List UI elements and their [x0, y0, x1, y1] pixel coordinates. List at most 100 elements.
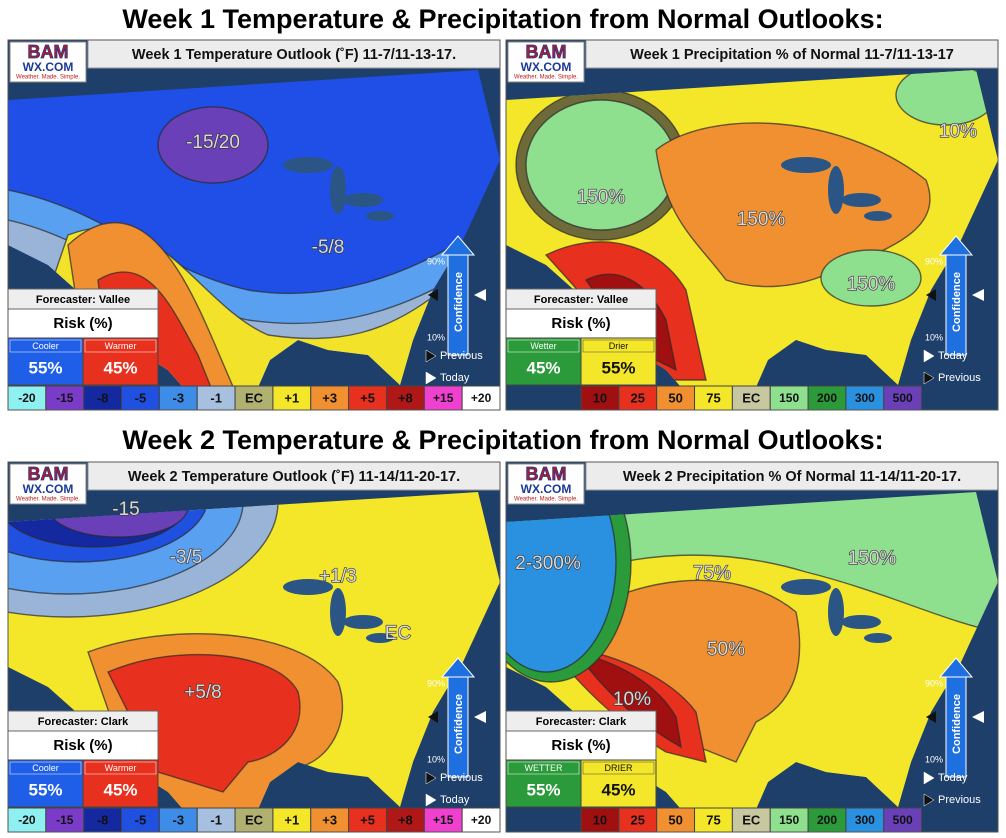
scale-cell [883, 385, 923, 411]
risk-option-value: 45% [526, 358, 560, 377]
header-bar [87, 39, 501, 69]
scale-label: -1 [210, 812, 222, 827]
scale-label: +1 [284, 390, 299, 405]
lake [330, 588, 346, 636]
scale-label: 50 [668, 812, 682, 827]
confidence-arrow [440, 657, 476, 678]
marker-label: Today [440, 794, 470, 806]
confidence-marker [926, 711, 936, 723]
risk-option-label: DRIER [604, 763, 633, 773]
scale-label: 200 [817, 391, 837, 405]
scale-label: -5 [135, 390, 147, 405]
lake [828, 166, 844, 214]
lake [343, 615, 383, 629]
risk-option-label-bg [507, 339, 580, 353]
logo-box [507, 463, 585, 505]
scale-label: +8 [398, 812, 413, 827]
forecaster: Forecaster: Clark [38, 716, 129, 728]
anomaly-region [157, 106, 269, 184]
map-label: 2-300% [515, 553, 581, 574]
header-bar [585, 461, 999, 491]
map-label: -3/5 [170, 547, 203, 568]
forecaster: Forecaster: Vallee [534, 294, 628, 306]
scale-label: -5 [135, 812, 147, 827]
risk-option-value: 45% [103, 780, 137, 799]
lake [343, 193, 383, 207]
risk-title: Risk (%) [551, 737, 610, 754]
scale-label: 75 [706, 390, 720, 405]
confidence-marker [474, 711, 486, 723]
scale-label: EC [742, 390, 761, 405]
risk-option-label-bg [582, 339, 655, 353]
map-label: 150% [737, 209, 786, 230]
marker-label: Previous [938, 794, 981, 806]
panel-border [505, 39, 999, 411]
scale-cell [7, 807, 47, 833]
confidence-arrow [440, 235, 476, 256]
scale-label: -8 [97, 390, 109, 405]
confidence-arrow [938, 235, 974, 256]
scale-cell [83, 385, 123, 411]
confidence-low: 10% [925, 332, 943, 342]
confidence-title: Confidence [951, 694, 963, 754]
scale-cell [580, 385, 620, 411]
lake [366, 211, 394, 221]
scale-cell [121, 385, 160, 411]
outlook-panel: 2-300% 75% 150% 50% 10% Week 2 Precipitation … [505, 461, 999, 833]
logo-brand: BAM [526, 42, 567, 62]
outlook-panel: 150%150%50%150%10%Week 1 Precipitation %… [505, 39, 999, 411]
marker-label: Today [938, 772, 968, 784]
risk-option-label-bg [507, 761, 580, 775]
logo-brand: BAM [28, 42, 69, 62]
risk-title: Risk (%) [53, 737, 112, 754]
lake [864, 633, 892, 643]
map-label: 75% [693, 563, 731, 584]
logo-site: WX.COM [23, 60, 74, 74]
section-title: Week 1 Temperature & Precipitation from … [122, 4, 883, 34]
outlook-panel: -15 -3/5 +1/3 EC +5/8 Week 2 Temperature Outl… [7, 461, 501, 833]
risk-option-label: Wetter [530, 341, 556, 351]
scale-cell [423, 807, 463, 833]
risk-option-label: Drier [609, 341, 629, 351]
scale-cell [45, 807, 85, 833]
map-label: 150% [847, 274, 896, 295]
panel-header: Week 2 Precipitation % Of Normal 11-14/1… [623, 469, 961, 485]
scale-label: 10 [593, 812, 607, 827]
scale-cell [272, 807, 312, 833]
scale-label: 10 [593, 390, 607, 405]
scale-cell [310, 807, 350, 833]
scale-cell [7, 385, 47, 411]
scale-label: EC [245, 390, 264, 405]
risk-option-value: 45% [103, 358, 137, 377]
risk-option-label-bg [582, 761, 655, 775]
risk-option-value: 45% [601, 780, 635, 799]
lake [781, 579, 831, 595]
logo-box [507, 41, 585, 83]
map-label: EC [385, 623, 411, 644]
scale-cell [656, 807, 696, 833]
map-label: +1/3 [319, 566, 357, 587]
logo-tagline: Weather. Made. Simple. [514, 75, 578, 81]
scale-cell [234, 385, 274, 411]
marker-key [425, 793, 437, 807]
logo-site: WX.COM [23, 482, 74, 496]
scale-label: +3 [322, 812, 337, 827]
scale-cell [196, 807, 236, 833]
confidence-arrow [938, 657, 974, 678]
map-label: -15 [112, 499, 139, 520]
risk-option-label: Cooler [32, 763, 59, 773]
scale-cell [385, 385, 425, 411]
risk-title: Risk (%) [53, 315, 112, 332]
marker-key [923, 371, 935, 385]
map-label: +5/8 [184, 682, 222, 703]
scale-label: -15 [56, 813, 74, 827]
panel-header: Week 2 Temperature Outlook (˚F) 11-14/11… [128, 469, 460, 485]
scale-label: -3 [173, 812, 185, 827]
logo-tagline: Weather. Made. Simple. [16, 497, 80, 503]
scale-label: 300 [855, 813, 875, 827]
anomaly-region [525, 99, 677, 231]
logo-brand: BAM [28, 464, 69, 484]
scale-cell [807, 807, 847, 833]
scale-label: +8 [398, 390, 413, 405]
